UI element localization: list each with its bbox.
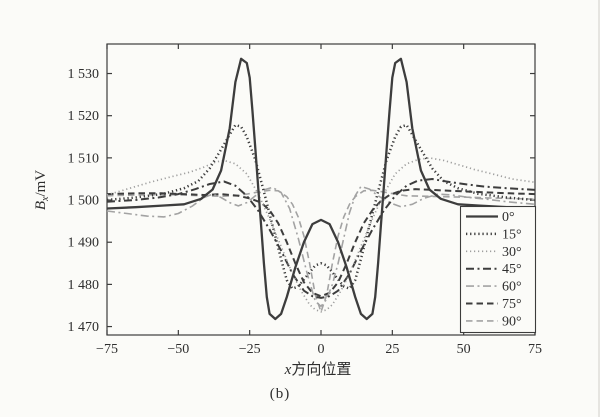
series-line-60° [106, 185, 536, 308]
series-line-0° [106, 57, 536, 321]
series-line-90° [106, 189, 536, 313]
series-line-45° [106, 178, 536, 299]
legend-label-15°: 15° [502, 227, 522, 242]
figure-caption: (b) [269, 386, 291, 402]
x-tick-label: −25 [239, 342, 261, 357]
y-tick-label: 1 530 [68, 67, 100, 82]
x-axis-label: x方向位置 [284, 361, 352, 378]
y-tick-label: 1 470 [68, 320, 100, 335]
series-line-30° [106, 157, 536, 313]
legend-label-90°: 90° [502, 314, 522, 329]
x-tick-label: 75 [528, 342, 542, 357]
y-tick-label: 1 480 [68, 278, 100, 293]
legend: 0° 15° 30° 45° 60° 75° 90° [459, 205, 537, 334]
y-tick-label: 1 500 [68, 194, 100, 209]
legend-label-45°: 45° [502, 262, 522, 277]
legend-label-30°: 30° [502, 245, 522, 260]
x-tick-label: −75 [96, 342, 118, 357]
y-tick-label: 1 510 [68, 151, 100, 166]
y-tick-label: 1 520 [68, 109, 100, 124]
x-tick-label: −50 [167, 342, 189, 357]
legend-label-60°: 60° [502, 280, 522, 295]
x-tick-label: 50 [457, 342, 471, 357]
legend-label-0°: 0° [502, 210, 515, 225]
x-tick-label: 0 [318, 342, 325, 357]
series-group [106, 57, 536, 321]
legend-label-75°: 75° [502, 297, 522, 312]
scan-edge-shadow [598, 0, 600, 417]
y-axis-label: Bx/mV [33, 170, 51, 210]
x-tick-label: 25 [385, 342, 399, 357]
y-tick-label: 1 490 [68, 236, 100, 251]
